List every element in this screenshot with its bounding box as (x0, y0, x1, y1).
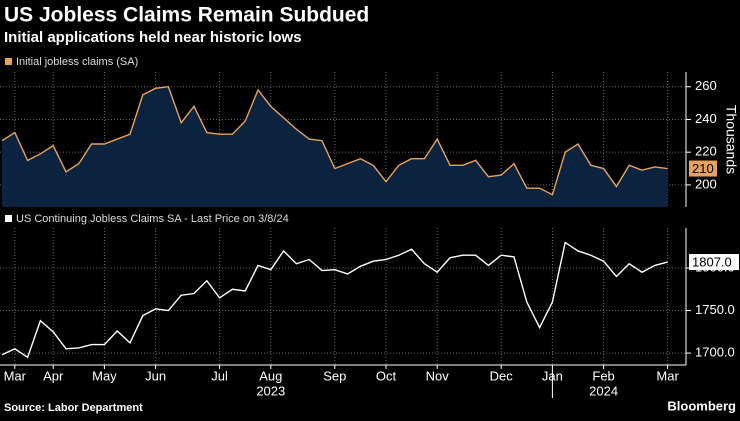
y-tick-label: 240 (695, 111, 717, 126)
y-tick-label: 1700.0 (695, 345, 735, 360)
x-tick-label: Dec (490, 368, 514, 383)
source: Source: Labor Department (4, 402, 143, 414)
legend-swatch (5, 58, 12, 65)
x-year-label: 2024 (589, 383, 618, 398)
x-tick-label: Jul (211, 368, 228, 383)
x-tick-label: Feb (592, 368, 614, 383)
x-tick-label: Jun (145, 368, 166, 383)
legend-label: Initial jobless claims (SA) (16, 56, 138, 68)
legend-swatch (5, 215, 12, 222)
y-tick-label: 260 (695, 78, 717, 93)
last-value-box (689, 254, 739, 271)
area (2, 86, 668, 207)
last-value-label: 1807.0 (692, 254, 732, 269)
chart-subtitle: Initial applications held near historic … (4, 29, 302, 46)
x-tick-label: May (92, 368, 117, 383)
x-tick-label: Mar (4, 368, 27, 383)
x-tick-label: Aug (259, 368, 282, 383)
last-value-box (689, 160, 717, 177)
y-tick-label: 200 (695, 176, 717, 191)
y-tick-label: 220 (695, 144, 717, 159)
x-tick-label: Mar (656, 368, 679, 383)
last-value-label: 210 (692, 161, 714, 176)
x-tick-label: Sep (323, 368, 346, 383)
brand: Bloomberg (667, 398, 736, 413)
y-tick-label: 1750.0 (695, 302, 735, 317)
legend-label: US Continuing Jobless Claims SA - Last P… (16, 213, 289, 225)
chart-title: US Jobless Claims Remain Subdued (4, 4, 369, 27)
x-tick-label: Apr (43, 368, 64, 383)
line (1, 241, 668, 359)
x-year-label: 2023 (256, 383, 285, 398)
x-tick-label: Nov (426, 368, 450, 383)
line (1, 85, 668, 196)
x-tick-label: Oct (376, 368, 397, 383)
y-axis-label: Thousands (723, 105, 739, 174)
